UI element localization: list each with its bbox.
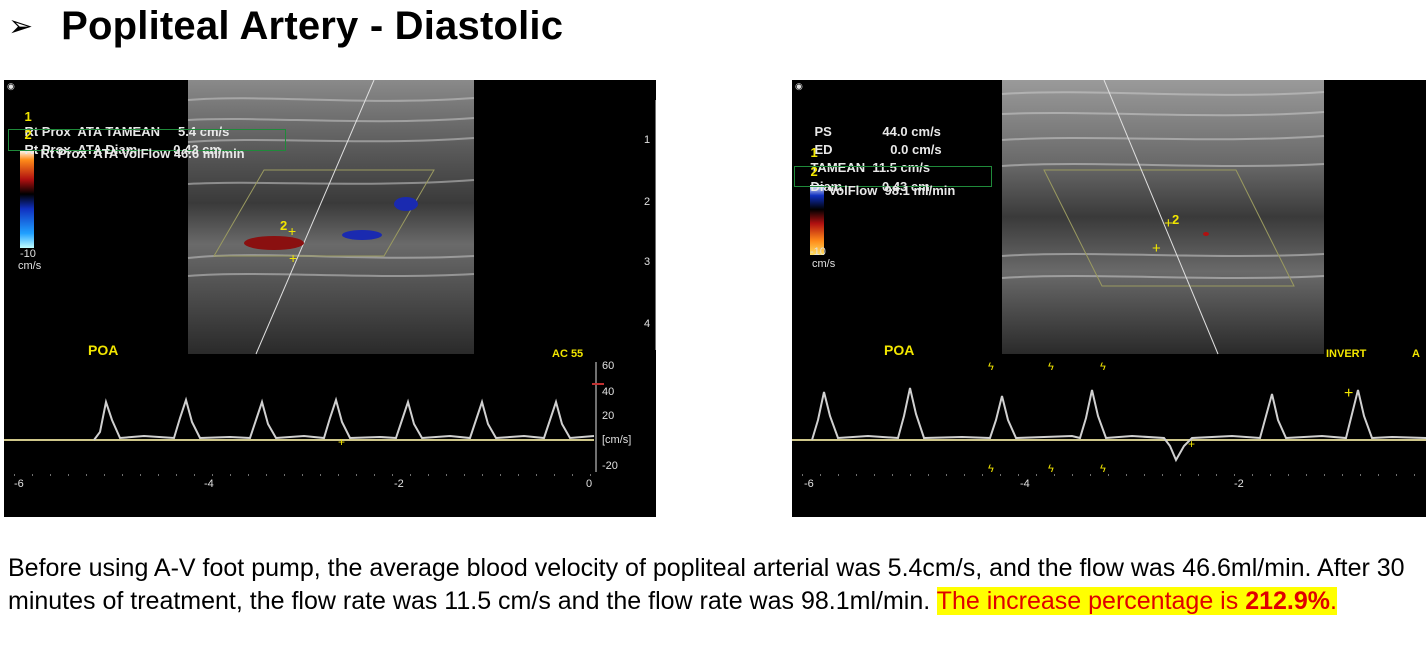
svg-text:+: + (288, 223, 296, 239)
measurement-row-1: 1 Rt Prox ATA TAMEAN 5.4 cm/s (24, 109, 230, 139)
svg-text:ϟ: ϟ (988, 463, 994, 475)
b-mode-image (1002, 80, 1324, 354)
depth-tick: 1 (644, 134, 651, 146)
color-bar-unit: cm/s (812, 258, 836, 270)
svg-text:2: 2 (280, 218, 287, 233)
velocity-unit: [cm/s] (602, 434, 632, 446)
ultrasound-graphics-before: 2 + + + (4, 80, 656, 476)
b-mode-image (188, 80, 474, 354)
time-tick: -4 (204, 478, 214, 490)
svg-text:ϟ: ϟ (988, 361, 994, 373)
highlight-prefix: The increase percentage is (936, 587, 1246, 615)
depth-tick: 3 (644, 256, 651, 268)
velocity-tick: 40 (602, 386, 615, 398)
time-tick: -6 (14, 478, 24, 490)
time-tick: -4 (1020, 478, 1030, 490)
caption-paragraph: Before using A-V foot pump, the average … (8, 552, 1420, 618)
svg-text:ϟ: ϟ (1100, 463, 1106, 475)
svg-text:2: 2 (1172, 212, 1179, 227)
poa-label: POA (88, 342, 119, 358)
svg-text:+: + (1188, 437, 1195, 451)
velocity-tick: -20 (602, 460, 618, 472)
probe-icon: ◉ (795, 81, 803, 91)
color-scale-bar (810, 185, 824, 255)
ac-label: AC 55 (552, 348, 584, 360)
time-tick: -6 (804, 478, 814, 490)
arrow-bullet-icon: ➢ (8, 8, 34, 44)
svg-text:ϟ: ϟ (1048, 361, 1054, 373)
increase-percentage: 212.9% (1245, 587, 1330, 615)
measurement-row-ed: ED 0.0 cm/s (814, 142, 942, 157)
svg-text:+: + (1344, 385, 1353, 402)
depth-tick: 2 (644, 196, 651, 208)
svg-text:ϟ: ϟ (1048, 463, 1054, 475)
time-tick: 0 (586, 478, 593, 490)
svg-text:ϟ: ϟ (1100, 361, 1106, 373)
volflow-box (794, 166, 992, 187)
slide-title: ➢ Popliteal Artery - Diastolic (8, 2, 563, 50)
doppler-waveform (93, 396, 595, 441)
velocity-tick: 20 (602, 410, 615, 422)
ultrasound-image-after: + 2 + + + ϟ ϟ ϟ ϟ ϟ ϟ ◉ PS 44.0 cm/s ED 0.0 … (792, 80, 1426, 517)
measurement-row-ps: PS 44.0 cm/s (814, 124, 941, 139)
measurement-row-3: VolFlow 98.1 ml/min (828, 183, 956, 198)
slide-title-text: Popliteal Artery - Diastolic (61, 3, 564, 48)
ultrasound-image-before: 2 + + + ◉ 1 Rt Prox ATA TAMEAN 5.4 cm/s … (4, 80, 656, 517)
time-tick: -2 (1234, 478, 1244, 490)
ultrasound-graphics-after: + 2 + + + ϟ ϟ ϟ ϟ ϟ ϟ (792, 80, 1426, 476)
svg-text:+: + (1152, 240, 1161, 257)
time-tick: -2 (394, 478, 404, 490)
volflow-box (8, 129, 286, 151)
invert-label: INVERT (1326, 348, 1367, 360)
color-bar-min: -10 (20, 248, 36, 260)
measurement-row-2: 2 Rt Prox ATA Diam 0.43 cm (24, 127, 221, 157)
caption-text: Before using A-V foot pump, the average … (8, 554, 1405, 615)
color-bar-min: -10 (810, 246, 826, 258)
probe-icon: ◉ (7, 81, 15, 91)
measurement-row-3: Rt Prox ATA VolFlow 46.6 ml/min (40, 146, 245, 161)
svg-text:+: + (1164, 215, 1173, 232)
svg-text:+: + (289, 250, 297, 266)
color-scale-bar (20, 150, 34, 248)
svg-text:+: + (338, 435, 345, 449)
highlight-suffix: . (1329, 587, 1337, 615)
poa-label: POA (884, 342, 915, 358)
measurement-row-1: 1 TAMEAN 11.5 cm/s (810, 145, 931, 175)
velocity-tick: 60 (602, 360, 615, 372)
invert-suffix: A (1412, 348, 1420, 360)
highlighted-result: The increase percentage is 212.9%. (936, 587, 1337, 615)
color-bar-unit: cm/s (18, 260, 42, 272)
depth-tick: 4 (644, 318, 651, 330)
doppler-waveform (811, 387, 1426, 463)
